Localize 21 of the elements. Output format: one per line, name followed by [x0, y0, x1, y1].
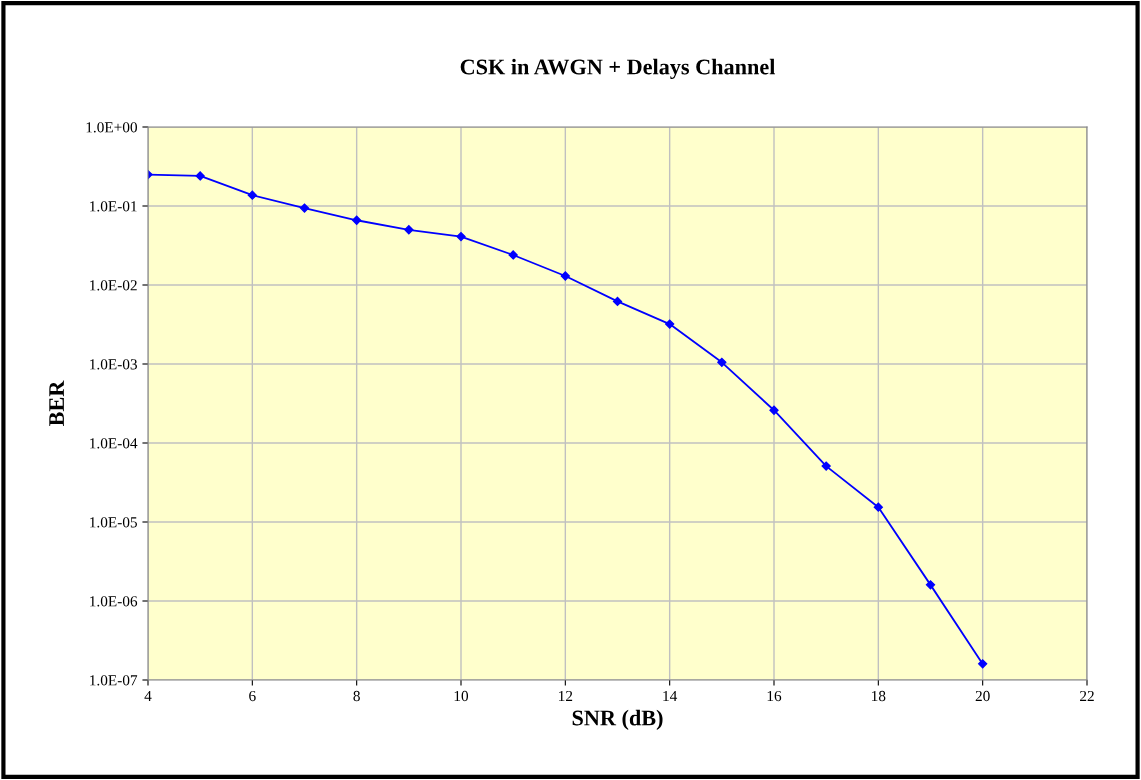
x-tick-label: 6 — [249, 690, 256, 702]
x-axis-title: SNR (dB) — [572, 709, 663, 730]
x-tick-label: 16 — [767, 690, 782, 702]
x-tick-label: 8 — [353, 690, 360, 702]
y-tick-label: 1.0E-04 — [90, 438, 138, 449]
x-tick-label: 22 — [1080, 690, 1094, 702]
y-tick-label: 1.0E-03 — [90, 359, 137, 370]
x-tick-label: 14 — [663, 690, 678, 702]
y-tick-label: 1.0E-06 — [90, 596, 138, 607]
x-tick-label: 12 — [559, 690, 573, 702]
y-axis-title: BER — [49, 380, 64, 426]
y-tick-label: 1.0E-07 — [90, 675, 138, 686]
x-tick-label: 10 — [454, 690, 469, 702]
chart-title: CSK in AWGN + Delays Channel — [460, 58, 776, 80]
y-tick-label: 1.0E-01 — [90, 201, 137, 212]
x-tick-label: 20 — [975, 690, 990, 702]
y-tick-label: 1.0E+00 — [86, 122, 137, 133]
x-tick-label: 18 — [872, 690, 886, 702]
y-tick-label: 1.0E-05 — [90, 517, 137, 528]
y-tick-label: 1.0E-02 — [90, 280, 137, 291]
x-tick-label: 4 — [144, 690, 152, 702]
